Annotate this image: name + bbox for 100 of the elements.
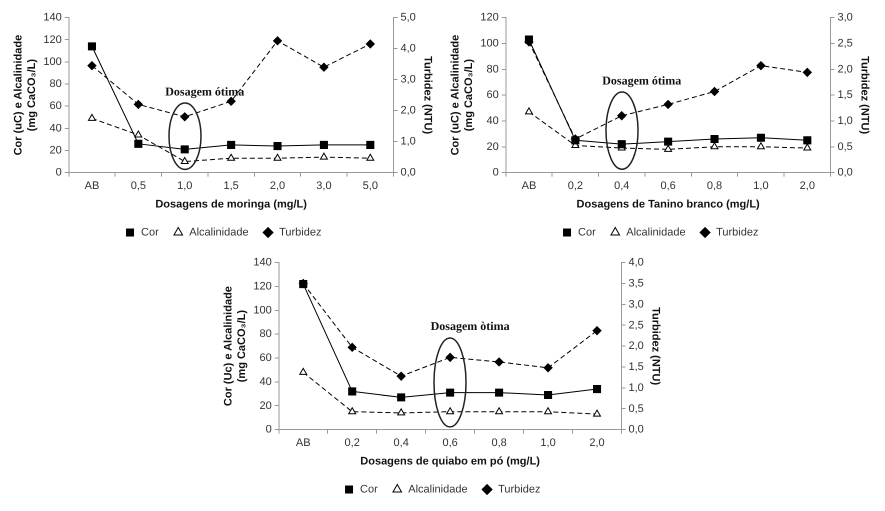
y-tick-label: 60 <box>260 352 272 364</box>
x-axis-title: Dosagens de Tanino branco (mg/L) <box>576 198 760 210</box>
point <box>88 114 96 121</box>
point <box>319 62 328 72</box>
point <box>544 407 552 414</box>
y2-tick-label: 3,0 <box>400 74 416 86</box>
x-tick-label: 0,6 <box>442 437 458 450</box>
y2-tick-label: 3,0 <box>838 12 853 24</box>
y2-tick-label: 0,5 <box>838 140 853 153</box>
point <box>273 36 282 46</box>
point <box>524 36 533 44</box>
y-tick-label: 120 <box>480 12 499 24</box>
point <box>544 390 552 400</box>
x-tick-label: 0,4 <box>394 437 409 450</box>
point <box>495 407 504 414</box>
y2-axis-title: Turbidez (NTU) <box>421 56 434 134</box>
y-tick-label: 0 <box>266 424 272 436</box>
x-tick-label: 1,0 <box>177 180 192 192</box>
y2-axis-title: Turbidez (NTU) <box>649 307 662 386</box>
y-tick-label: 20 <box>486 140 499 153</box>
y2-tick-label: 2,5 <box>628 319 644 332</box>
x-tick-label: 2,0 <box>270 180 286 192</box>
point <box>180 157 189 164</box>
point <box>180 112 190 122</box>
point <box>397 393 406 402</box>
point <box>348 407 356 414</box>
y-tick-label: 60 <box>486 89 499 102</box>
point <box>593 410 601 417</box>
point <box>396 372 406 381</box>
y-axis-title: Cor (Uc) e Alcalinidade (mg CaCO₃/L) <box>222 286 248 406</box>
x-axis-title: Dosagens de quiabo em pó (mg/L) <box>360 455 540 468</box>
x-tick-label: 0,8 <box>706 180 722 192</box>
point <box>592 326 602 336</box>
annotation: Dosagem òtima <box>430 318 510 333</box>
point <box>348 342 357 352</box>
point <box>180 145 189 154</box>
point <box>366 154 374 161</box>
y-tick-label: 80 <box>486 63 499 76</box>
y-tick-label: 100 <box>43 56 62 68</box>
point <box>366 39 375 48</box>
legend-label: Cor <box>360 484 378 496</box>
y-tick-label: 40 <box>486 114 499 127</box>
point <box>366 140 374 149</box>
x-tick-label: AB <box>296 437 311 450</box>
y2-tick-label: 5,0 <box>400 12 416 24</box>
point <box>664 138 672 146</box>
y-tick-label: 40 <box>50 122 62 134</box>
legend-label: Turbidez <box>716 226 758 239</box>
y-tick-label: 40 <box>260 376 272 388</box>
x-tick-label: 2,0 <box>589 437 605 450</box>
annotation: Dosagem ótima <box>602 73 682 88</box>
y-tick-label: 0 <box>56 166 62 179</box>
y-tick-label: 100 <box>480 37 499 50</box>
legend-label: Turbidez <box>498 484 540 496</box>
x-tick-label: 0,5 <box>130 180 146 192</box>
point <box>803 136 812 144</box>
point <box>134 100 143 109</box>
y2-tick-label: 2,0 <box>628 340 644 352</box>
y2-tick-label: 1,0 <box>400 136 416 148</box>
y2-tick-label: 0,0 <box>628 424 644 436</box>
legend-label: Cor <box>578 226 596 239</box>
point <box>273 142 282 150</box>
y2-tick-label: 0,5 <box>628 402 644 415</box>
y2-tick-label: 1,0 <box>628 382 644 394</box>
point <box>397 408 406 416</box>
y-tick-label: 120 <box>253 280 272 292</box>
x-tick-label: 1,0 <box>540 437 556 450</box>
y2-tick-label: 3,5 <box>628 278 644 290</box>
y-axis-title: Cor (uC) e Alcalinidade (mg CaCO₃/L) <box>12 34 38 156</box>
y-tick-label: 140 <box>253 256 272 269</box>
legend-label: Alcalinidade <box>626 226 686 239</box>
y-tick-label: 20 <box>50 144 62 156</box>
y2-tick-label: 4,0 <box>400 42 416 55</box>
point <box>227 154 236 161</box>
x-tick-label: 2,0 <box>800 180 815 192</box>
y-tick-label: 60 <box>50 100 62 112</box>
y-axis-title: Cor (uC) e Alcalinidade (mg CaCO₃/L) <box>450 34 475 156</box>
x-tick-label: 1,0 <box>753 180 769 192</box>
point <box>664 100 673 109</box>
x-tick-label: 0,8 <box>491 437 507 450</box>
legend-label: Alcalinidade <box>189 226 249 239</box>
point <box>446 352 455 362</box>
point <box>710 142 718 150</box>
point <box>710 134 719 144</box>
legend-label: Turbidez <box>279 226 322 239</box>
point <box>803 144 812 151</box>
y-tick-label: 80 <box>50 78 62 90</box>
point <box>348 387 356 396</box>
legend-label: Alcalinidade <box>408 484 468 496</box>
annotation: Dosagem ótima <box>165 84 244 98</box>
point <box>320 152 328 160</box>
point <box>802 68 812 77</box>
y2-tick-label: 1,0 <box>838 114 853 127</box>
x-tick-label: 3,0 <box>316 180 332 192</box>
y-tick-label: 0 <box>492 166 499 179</box>
x-tick-label: AB <box>522 180 536 192</box>
point <box>756 134 765 142</box>
x-tick-label: 0,2 <box>568 180 583 192</box>
y2-tick-label: 2,5 <box>838 37 853 50</box>
point <box>134 140 142 148</box>
